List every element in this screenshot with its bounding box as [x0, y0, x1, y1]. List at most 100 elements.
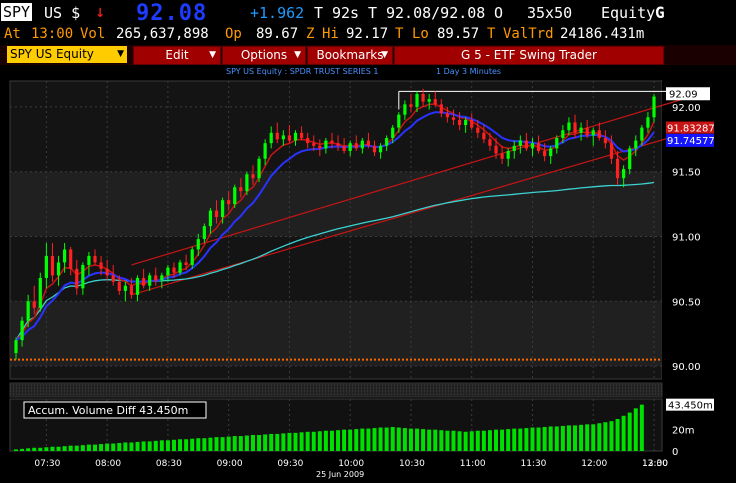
options-menu-label: Options: [240, 48, 288, 62]
volume-bar: [518, 428, 523, 451]
options-menu[interactable]: Options ▼: [222, 46, 306, 65]
volume-legend: Accum. Volume Diff 43.450m: [28, 404, 188, 417]
asset-class: Equity: [601, 4, 656, 22]
candle-body: [378, 145, 383, 153]
volume-value: 265,637,898: [116, 26, 209, 42]
candle-body: [50, 255, 55, 276]
volume-bar: [80, 445, 85, 451]
candle-body: [622, 169, 626, 179]
candle-body: [348, 143, 352, 151]
candle-body: [330, 140, 334, 144]
last-price-label: 92.09: [669, 89, 698, 100]
volume-bar: [524, 428, 529, 451]
t-label-4: T: [487, 26, 496, 42]
price-band: [11, 301, 661, 367]
fast-ma-line: [15, 103, 655, 341]
candle-body: [26, 301, 30, 321]
trendline-upper: [131, 90, 709, 266]
price-tick-label: 91.00: [672, 232, 701, 243]
volume-bar: [311, 431, 316, 451]
volume-bar: [317, 431, 322, 451]
volume-bar: [560, 425, 565, 451]
volume-bar: [536, 427, 541, 451]
x-tick-label: 13:00: [642, 459, 668, 469]
volume-bar: [463, 431, 468, 451]
candle-body: [263, 143, 267, 159]
volume-bar: [329, 430, 334, 451]
candle-body: [451, 117, 456, 120]
volume-bar: [512, 428, 517, 451]
candle-body: [385, 138, 389, 146]
high-label: Hi: [322, 26, 339, 42]
last-price-box: [666, 87, 710, 101]
price-chart[interactable]: 07:30 08:00 08:30 09:00 09:30 10:00 10:30 11:00…: [0, 79, 736, 483]
volume-bar: [190, 438, 195, 451]
edit-menu[interactable]: Edit ▼: [133, 46, 221, 65]
volume-bar: [573, 425, 578, 451]
candle-body: [208, 210, 213, 227]
candle-body: [439, 104, 443, 114]
volume-bar: [263, 434, 268, 451]
candle-body: [227, 200, 231, 205]
volume-bar: [469, 431, 474, 451]
volume-bar: [506, 429, 511, 451]
volume-bar: [621, 415, 626, 451]
ticker-symbol[interactable]: SPY: [1, 3, 33, 21]
chevron-down-icon: ▼: [381, 50, 388, 60]
volume-bar: [299, 432, 304, 451]
candle-body: [178, 262, 182, 273]
volume-bar: [214, 437, 219, 451]
volume-bar: [384, 427, 389, 451]
bookmarks-menu-label: Bookmarks: [316, 48, 384, 62]
x-tick-label: 09:30: [277, 459, 303, 469]
edit-menu-label: Edit: [165, 48, 189, 62]
chevron-down-icon: ▼: [209, 50, 216, 60]
volume-bar: [481, 430, 486, 451]
volume-bar: [105, 443, 110, 451]
volume-bar: [372, 428, 377, 451]
volume-bar: [226, 436, 231, 451]
volume-bar: [542, 427, 547, 451]
candle-body: [543, 150, 547, 157]
candle-body: [640, 127, 644, 141]
candle-body: [512, 145, 516, 151]
volume-bar: [554, 426, 559, 451]
volume-bar: [184, 439, 189, 451]
volume-bar: [129, 442, 134, 451]
volume-bar: [305, 431, 310, 451]
candle-body: [415, 93, 419, 107]
bid-ask: 92.08/92.08: [386, 4, 486, 22]
volume-bar: [20, 448, 25, 451]
candle-body: [111, 275, 115, 282]
x-tick-label: 11:00: [460, 459, 486, 469]
candle-body: [530, 143, 535, 149]
volume-bar: [269, 433, 274, 451]
volume-bar: [123, 442, 128, 451]
volume-bar: [99, 444, 104, 451]
bid-ask-size: 35x50: [527, 4, 573, 22]
candle-body: [433, 99, 437, 105]
bookmarks-menu[interactable]: Bookmarks ▼: [307, 46, 393, 65]
candle-body: [597, 130, 601, 139]
date-label: 25 Jun 2009: [316, 470, 364, 479]
volume-bar: [287, 432, 292, 451]
x-tick-label: 08:30: [156, 459, 182, 469]
candle-body: [488, 139, 492, 146]
candle-body: [457, 119, 462, 126]
volume-bar: [457, 431, 462, 451]
candle-body: [585, 127, 589, 136]
volume-bar: [633, 408, 638, 451]
volume-bar: [32, 447, 37, 451]
candle-body: [391, 127, 395, 139]
candle-body: [148, 275, 152, 286]
volume-bar: [348, 429, 353, 451]
volume-bar: [275, 433, 280, 451]
volume-bar: [439, 430, 444, 451]
volume-bar: [238, 436, 243, 451]
low-value: 89.57: [437, 26, 480, 42]
candle-body: [403, 104, 407, 115]
candle-body: [233, 187, 237, 205]
security-selector[interactable]: SPY US Equity ▼: [7, 46, 127, 63]
volume-bar: [378, 427, 383, 451]
volume-bar: [390, 427, 395, 451]
